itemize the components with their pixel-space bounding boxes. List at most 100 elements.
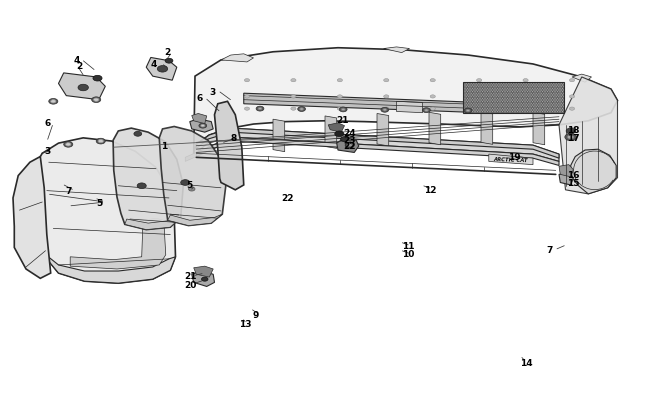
Circle shape: [92, 98, 101, 103]
Circle shape: [199, 124, 207, 129]
Text: 5: 5: [187, 181, 193, 190]
Circle shape: [202, 277, 208, 281]
Circle shape: [335, 132, 344, 137]
Circle shape: [300, 109, 304, 111]
Polygon shape: [194, 49, 618, 155]
Polygon shape: [194, 266, 213, 277]
Polygon shape: [559, 78, 618, 194]
Circle shape: [569, 79, 575, 83]
Polygon shape: [214, 102, 244, 190]
Text: 10: 10: [402, 250, 414, 259]
Text: 2: 2: [164, 48, 170, 57]
Text: 21: 21: [337, 116, 349, 125]
Text: 5: 5: [96, 198, 103, 207]
Circle shape: [384, 96, 389, 99]
Polygon shape: [168, 215, 222, 226]
Polygon shape: [396, 102, 422, 113]
Polygon shape: [337, 139, 359, 153]
Circle shape: [567, 136, 574, 140]
Circle shape: [98, 140, 103, 143]
Circle shape: [339, 108, 347, 113]
Circle shape: [188, 188, 195, 192]
Circle shape: [424, 110, 428, 112]
Circle shape: [64, 142, 73, 148]
Circle shape: [181, 180, 190, 186]
Circle shape: [381, 108, 389, 113]
Polygon shape: [489, 155, 533, 165]
Polygon shape: [13, 157, 51, 279]
Polygon shape: [185, 153, 196, 162]
Text: 24: 24: [343, 128, 356, 137]
Text: 17: 17: [567, 133, 579, 142]
Polygon shape: [559, 173, 573, 185]
Circle shape: [96, 139, 105, 145]
Circle shape: [337, 96, 343, 99]
Circle shape: [565, 134, 577, 141]
Polygon shape: [377, 114, 389, 147]
Circle shape: [384, 79, 389, 83]
Circle shape: [476, 108, 482, 111]
Circle shape: [466, 110, 470, 113]
Text: 21: 21: [184, 272, 196, 281]
Circle shape: [49, 99, 58, 105]
Polygon shape: [31, 139, 176, 284]
Polygon shape: [429, 113, 441, 145]
Circle shape: [430, 108, 436, 111]
Circle shape: [244, 79, 250, 83]
Polygon shape: [192, 114, 207, 124]
Text: 7: 7: [546, 246, 552, 255]
Polygon shape: [196, 129, 559, 159]
Polygon shape: [70, 219, 166, 269]
Text: 20: 20: [184, 280, 196, 289]
Text: ARCTIC CAT: ARCTIC CAT: [493, 156, 528, 163]
Circle shape: [291, 79, 296, 83]
Circle shape: [476, 79, 482, 83]
Circle shape: [134, 132, 142, 137]
Text: 15: 15: [567, 179, 579, 188]
Text: 12: 12: [424, 185, 436, 194]
Text: 14: 14: [520, 358, 532, 367]
Circle shape: [94, 99, 99, 102]
Text: 8: 8: [231, 133, 237, 142]
Polygon shape: [221, 124, 233, 157]
Polygon shape: [384, 48, 410, 53]
Circle shape: [244, 108, 250, 111]
Circle shape: [258, 108, 262, 111]
Circle shape: [256, 107, 264, 112]
Circle shape: [422, 109, 430, 113]
Polygon shape: [571, 150, 616, 194]
Circle shape: [383, 109, 387, 112]
Polygon shape: [559, 165, 573, 177]
Circle shape: [93, 76, 102, 82]
FancyBboxPatch shape: [463, 83, 564, 113]
Circle shape: [291, 108, 296, 111]
Text: 6: 6: [196, 94, 203, 102]
Circle shape: [201, 125, 205, 128]
Circle shape: [345, 143, 354, 149]
Circle shape: [341, 137, 348, 142]
Text: 3: 3: [44, 146, 51, 155]
Text: 11: 11: [402, 242, 414, 251]
Polygon shape: [125, 218, 181, 230]
Circle shape: [523, 79, 528, 83]
Text: 4: 4: [73, 55, 80, 64]
Text: 2: 2: [77, 62, 83, 71]
Circle shape: [291, 96, 296, 99]
Circle shape: [384, 108, 389, 111]
Circle shape: [569, 108, 575, 111]
Text: 22: 22: [343, 142, 356, 151]
Circle shape: [430, 96, 436, 99]
Text: 23: 23: [343, 135, 356, 144]
Polygon shape: [146, 58, 177, 81]
Text: 4: 4: [151, 60, 157, 68]
Circle shape: [157, 66, 168, 73]
Polygon shape: [113, 129, 183, 230]
Polygon shape: [196, 138, 559, 166]
Text: 7: 7: [65, 187, 72, 196]
Circle shape: [244, 96, 250, 99]
Circle shape: [337, 79, 343, 83]
Polygon shape: [190, 119, 213, 133]
Polygon shape: [221, 55, 254, 63]
Circle shape: [569, 96, 575, 99]
Polygon shape: [533, 113, 545, 145]
